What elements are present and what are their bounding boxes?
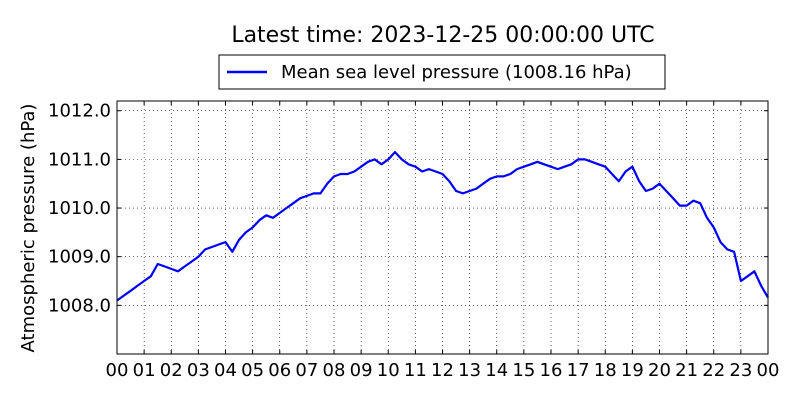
x-tick-label: 00 [106,360,129,381]
y-tick-label: 1008.0 [48,295,111,316]
x-tick-label: 19 [621,360,644,381]
legend: Mean sea level pressure (1008.16 hPa) [218,54,666,90]
grid-lines [117,101,768,354]
x-tick-label: 10 [377,360,400,381]
x-tick-label: 13 [458,360,481,381]
chart-title: Latest time: 2023-12-25 00:00:00 UTC [231,23,654,48]
legend-box [218,54,666,90]
x-tick-label: 23 [729,360,752,381]
x-tick-label: 11 [404,360,427,381]
legend-label: Mean sea level pressure (1008.16 hPa) [281,62,632,83]
x-tick-label: 18 [594,360,617,381]
y-tick-label: 1011.0 [48,149,111,170]
x-tick-label: 09 [350,360,373,381]
x-tick-label: 01 [133,360,156,381]
x-tick-label: 16 [540,360,563,381]
x-tick-label: 00 [757,360,780,381]
x-tick-label: 17 [567,360,590,381]
x-tick-label: 08 [323,360,346,381]
x-tick-label: 20 [648,360,671,381]
x-tick-label: 06 [268,360,291,381]
axis-ticks [116,101,769,354]
series-line-mean-sea-level-pressure [116,151,769,302]
x-tick-label: 05 [241,360,264,381]
x-tick-label: 15 [512,360,535,381]
x-tick-label: 21 [675,360,698,381]
y-tick-label: 1012.0 [48,101,111,122]
x-tick-label: 07 [295,360,318,381]
y-axis-label: Atmospheric pressure (hPa) [18,104,39,353]
x-tick-label: 22 [702,360,725,381]
y-tick-label: 1010.0 [48,198,111,219]
x-tick-labels: 00 01 02 03 04 05 06 07 08 09 10 11 12 13 14 15 16 17 18 19… [106,360,780,381]
y-tick-labels: 1008.0 1009.0 1010.0 1011.0 1012.0 [48,101,111,317]
x-tick-label: 12 [431,360,454,381]
x-tick-label: 04 [214,360,237,381]
x-tick-label: 02 [160,360,183,381]
plot-frame [116,100,769,355]
y-tick-label: 1009.0 [48,247,111,268]
series-layer [116,151,769,302]
x-tick-label: 14 [485,360,508,381]
x-tick-label: 03 [187,360,210,381]
